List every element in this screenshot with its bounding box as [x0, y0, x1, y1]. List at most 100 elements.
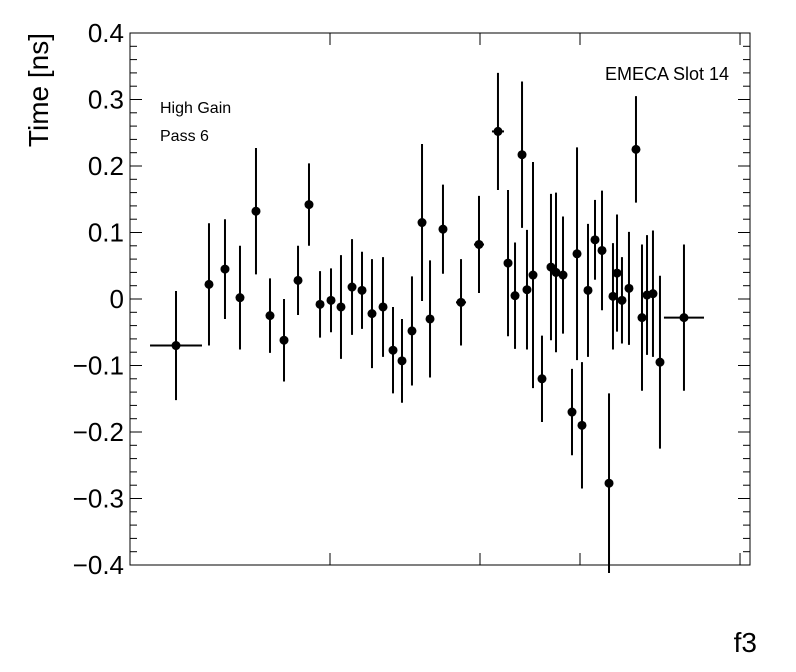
y-tick-label: 0.3 — [88, 85, 124, 115]
point-marker — [517, 150, 527, 160]
data-point — [220, 219, 230, 319]
data-point — [425, 260, 435, 378]
point-marker — [438, 224, 448, 234]
slot-annotation: EMECA Slot 14 — [605, 64, 729, 84]
data-point — [357, 251, 367, 329]
point-marker — [417, 218, 427, 228]
point-marker — [597, 245, 607, 255]
point-marker — [357, 285, 367, 295]
point-marker — [388, 345, 398, 355]
x-axis-ticks — [329, 33, 741, 565]
data-point — [546, 193, 556, 341]
data-point — [510, 242, 520, 349]
data-point — [551, 192, 561, 353]
data-point — [637, 244, 647, 391]
point-marker — [624, 283, 634, 293]
data-point — [572, 147, 582, 361]
data-point — [315, 271, 325, 338]
point-marker — [326, 295, 336, 305]
data-point — [663, 244, 704, 391]
data-point — [150, 291, 202, 401]
data-point — [367, 259, 377, 369]
pass-annotation: Pass 6 — [160, 128, 209, 145]
point-marker — [577, 420, 587, 430]
data-point — [567, 368, 577, 456]
data-point — [522, 229, 532, 350]
point-marker — [537, 374, 547, 384]
point-marker — [425, 314, 435, 324]
data-point — [336, 255, 346, 359]
data-point — [590, 199, 600, 280]
y-tick-label: −0.4 — [73, 550, 124, 580]
y-tick-label: −0.2 — [73, 417, 124, 447]
point-marker — [655, 357, 665, 367]
data-point — [279, 299, 289, 382]
data-point — [304, 163, 314, 246]
data-point — [558, 216, 568, 334]
point-marker — [336, 302, 346, 312]
point-marker — [631, 144, 641, 154]
data-point — [204, 223, 214, 346]
point-marker — [648, 289, 658, 299]
data-point — [235, 245, 245, 350]
y-tick-label: −0.1 — [73, 351, 124, 381]
point-marker — [679, 313, 689, 323]
point-marker — [522, 285, 532, 295]
point-marker — [235, 293, 245, 303]
point-marker — [590, 235, 600, 245]
data-point — [473, 195, 485, 294]
point-marker — [204, 279, 214, 289]
point-marker — [378, 302, 388, 312]
y-tick-label: 0.2 — [88, 151, 124, 181]
point-marker — [474, 239, 484, 249]
data-point — [503, 189, 513, 337]
x-axis-title: f3 — [734, 627, 757, 658]
point-marker — [304, 200, 314, 210]
y-tick-label: 0.4 — [88, 18, 124, 48]
data-point — [612, 214, 622, 332]
point-marker — [604, 478, 614, 488]
data-point — [608, 243, 618, 350]
point-marker — [315, 299, 325, 309]
point-marker — [551, 267, 561, 277]
data-point — [265, 278, 275, 353]
data-point — [491, 72, 504, 190]
point-marker — [407, 326, 417, 336]
data-point — [604, 393, 614, 573]
data-point — [631, 96, 641, 203]
point-marker — [612, 268, 622, 278]
point-marker — [617, 295, 627, 305]
point-marker — [397, 356, 407, 366]
data-point — [455, 259, 467, 346]
point-marker — [456, 297, 466, 307]
data-point — [648, 230, 658, 357]
data-point — [388, 306, 398, 394]
data-points — [150, 72, 704, 573]
y-axis-tick-labels: −0.4 −0.3 −0.2 −0.1 0 0.1 0.2 0.3 0.4 — [73, 18, 124, 580]
point-marker — [251, 206, 261, 216]
point-marker — [567, 407, 577, 417]
data-point — [347, 239, 357, 335]
data-point — [624, 231, 634, 345]
y-tick-label: 0 — [110, 284, 124, 314]
gain-annotation: High Gain — [160, 100, 231, 117]
y-axis-ticks — [130, 32, 750, 566]
data-point — [293, 245, 303, 315]
data-point — [251, 148, 261, 275]
point-marker — [293, 275, 303, 285]
point-marker — [347, 282, 357, 292]
data-point — [617, 257, 627, 344]
point-marker — [637, 313, 647, 323]
point-marker — [608, 291, 618, 301]
data-point — [438, 184, 448, 274]
data-point — [537, 335, 547, 423]
y-axis-title: Time [ns] — [23, 33, 54, 147]
y-tick-label: 0.1 — [88, 218, 124, 248]
data-point — [397, 318, 407, 403]
point-marker — [583, 285, 593, 295]
point-marker — [528, 270, 538, 280]
point-marker — [510, 291, 520, 301]
point-marker — [572, 249, 582, 259]
point-marker — [367, 309, 377, 319]
